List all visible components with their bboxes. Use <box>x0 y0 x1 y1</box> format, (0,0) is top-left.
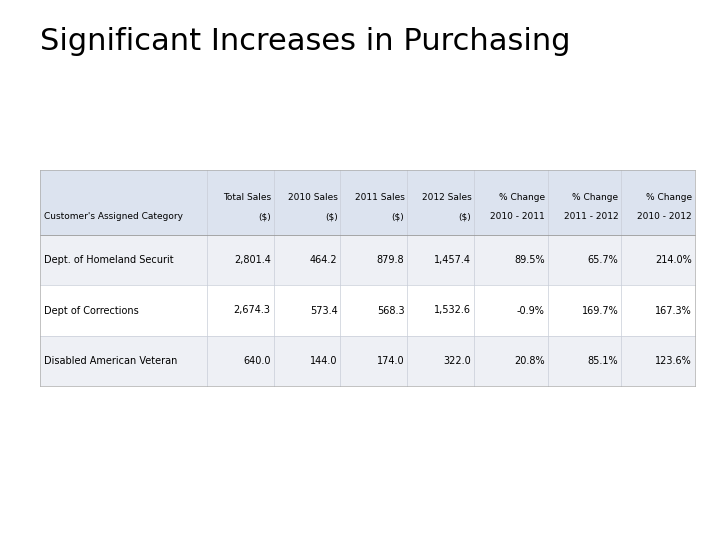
Text: Customer's Assigned Category: Customer's Assigned Category <box>44 212 183 221</box>
Text: Dept. of Homeland Securit: Dept. of Homeland Securit <box>44 255 174 265</box>
Bar <box>40 235 695 285</box>
Text: 144.0: 144.0 <box>310 356 338 366</box>
Text: Dept of Corrections: Dept of Corrections <box>44 306 139 315</box>
Text: 1,532.6: 1,532.6 <box>434 306 472 315</box>
Text: 123.6%: 123.6% <box>655 356 692 366</box>
Text: 879.8: 879.8 <box>377 255 405 265</box>
Text: 2010 Sales: 2010 Sales <box>288 193 338 202</box>
Text: 89.5%: 89.5% <box>514 255 545 265</box>
Text: ($): ($) <box>325 212 338 221</box>
Text: 2010 - 2012: 2010 - 2012 <box>637 212 692 221</box>
Text: 65.7%: 65.7% <box>588 255 618 265</box>
Text: 169.7%: 169.7% <box>582 306 618 315</box>
Bar <box>40 170 695 235</box>
Text: 85.1%: 85.1% <box>588 356 618 366</box>
Text: 167.3%: 167.3% <box>655 306 692 315</box>
Text: 214.0%: 214.0% <box>655 255 692 265</box>
Text: 464.2: 464.2 <box>310 255 338 265</box>
Text: 2010 - 2011: 2010 - 2011 <box>490 212 545 221</box>
Text: ($): ($) <box>392 212 405 221</box>
Text: 2,801.4: 2,801.4 <box>234 255 271 265</box>
Text: -0.9%: -0.9% <box>517 306 545 315</box>
Text: 2012 Sales: 2012 Sales <box>421 193 472 202</box>
Text: Disabled American Veteran: Disabled American Veteran <box>44 356 177 366</box>
Text: % Change: % Change <box>646 193 692 202</box>
Text: 2011 - 2012: 2011 - 2012 <box>564 212 618 221</box>
Text: 640.0: 640.0 <box>243 356 271 366</box>
Text: 1,457.4: 1,457.4 <box>434 255 472 265</box>
Text: 20.8%: 20.8% <box>514 356 545 366</box>
Text: 568.3: 568.3 <box>377 306 405 315</box>
Text: 573.4: 573.4 <box>310 306 338 315</box>
Text: 2011 Sales: 2011 Sales <box>354 193 405 202</box>
Bar <box>40 336 695 386</box>
Text: 2,674.3: 2,674.3 <box>234 306 271 315</box>
Text: Total Sales: Total Sales <box>222 193 271 202</box>
Text: 174.0: 174.0 <box>377 356 405 366</box>
Text: Significant Increases in Purchasing: Significant Increases in Purchasing <box>40 27 570 56</box>
Text: % Change: % Change <box>572 193 618 202</box>
Text: 322.0: 322.0 <box>444 356 472 366</box>
Bar <box>40 285 695 336</box>
Text: ($): ($) <box>459 212 472 221</box>
Text: % Change: % Change <box>499 193 545 202</box>
Text: ($): ($) <box>258 212 271 221</box>
